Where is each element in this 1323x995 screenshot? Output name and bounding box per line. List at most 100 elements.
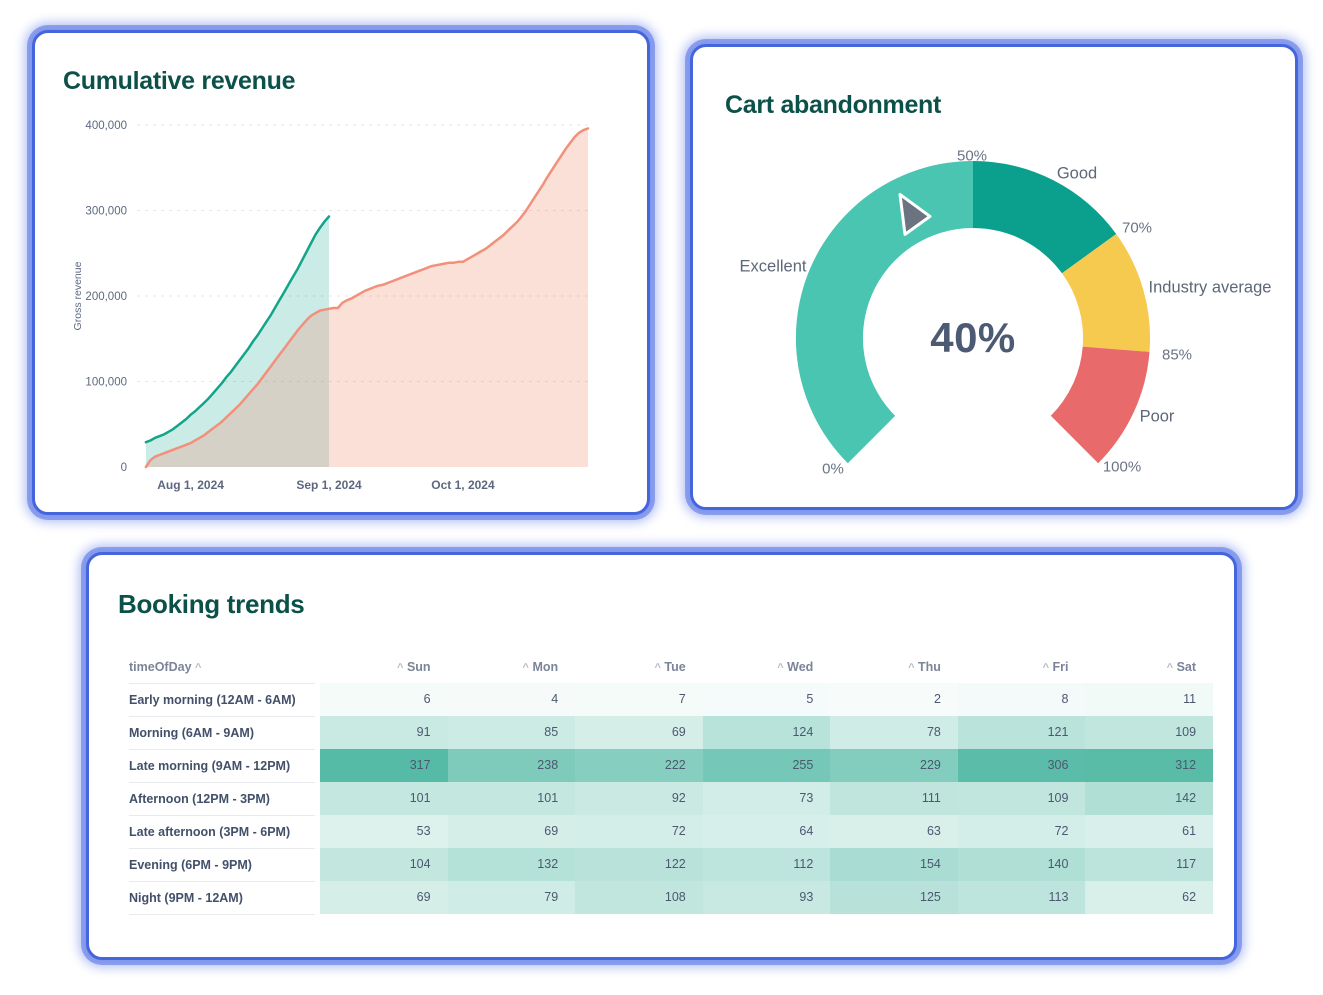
heatmap-cell-tue-r1: 69 (575, 716, 703, 749)
row-label: Late morning (9AM - 12PM) (129, 750, 315, 783)
x-axis-tick: Sep 1, 2024 (296, 478, 362, 492)
y-axis-tick: 100,000 (85, 377, 127, 389)
booking-trends-card: Booking trends timeOfDay ^ ^ Sun ^ Mon ^ T… (86, 552, 1237, 960)
cart-abandonment-gauge (795, 161, 1151, 464)
column-header-fri[interactable]: ^ Fri (958, 651, 1086, 683)
heatmap-cell-thu-r3: 111 (830, 782, 958, 815)
heatmap-cell-tue-r3: 92 (575, 782, 703, 815)
row-label: Afternoon (12PM - 3PM) (129, 783, 315, 816)
gauge-tick-label: 85% (1161, 346, 1193, 364)
x-axis-tick: Oct 1, 2024 (431, 478, 495, 492)
heatmap-cell-sat-r2: 312 (1085, 749, 1214, 782)
sort-caret-icon: ^ (654, 662, 661, 674)
y-axis-tick: 300,000 (85, 206, 127, 218)
column-header-mon[interactable]: ^ Mon (448, 651, 576, 683)
row-label: Night (9PM - 12AM) (129, 882, 315, 915)
heatmap-cell-wed-r5: 112 (702, 848, 831, 881)
heatmap-cell-sun-r5: 104 (320, 848, 448, 881)
heatmap-cell-wed-r0: 5 (702, 683, 831, 716)
gauge-segment-label: Industry average (1148, 278, 1272, 297)
column-header-sun[interactable]: ^ Sun (320, 651, 448, 683)
column-header-sat[interactable]: ^ Sat (1085, 651, 1213, 683)
column-header-label: Mon (528, 660, 559, 674)
cart-abandonment-card-title: Cart abandonment (725, 91, 942, 119)
heatmap-cell-thu-r1: 78 (830, 716, 958, 749)
column-header-label: Fri (1049, 660, 1069, 674)
heatmap-cell-sat-r5: 117 (1085, 848, 1214, 881)
heatmap-cell-sat-r6: 62 (1085, 881, 1214, 914)
previous-period-line (144, 215, 331, 444)
heatmap-cell-thu-r5: 154 (830, 848, 958, 881)
heatmap-cell-thu-r0: 2 (830, 683, 958, 716)
heatmap-cell-sun-r0: 6 (320, 683, 448, 716)
revenue-card-title: Cumulative revenue (63, 67, 296, 95)
gauge-tick-label: 70% (1121, 219, 1153, 237)
column-header-thu[interactable]: ^ Thu (830, 651, 958, 683)
heatmap-cell-fri-r6: 113 (957, 881, 1086, 914)
heatmap-cell-sun-r4: 53 (320, 815, 448, 848)
column-header-label: Sun (403, 660, 431, 674)
heatmap-row: 6 4 7 5 2 8 11 (320, 683, 1214, 716)
column-header-wed[interactable]: ^ Wed (703, 651, 831, 683)
heatmap-cell-wed-r2: 255 (702, 749, 831, 782)
heatmap-cell-sat-r0: 11 (1085, 683, 1214, 716)
y-axis-tick: 200,000 (85, 291, 127, 303)
gauge-segment-poor (1050, 346, 1150, 464)
heatmap-cell-mon-r5: 132 (447, 848, 576, 881)
sort-caret-icon: ^ (522, 662, 529, 674)
heatmap-cell-fri-r3: 109 (957, 782, 1086, 815)
heatmap-cell-sat-r4: 61 (1085, 815, 1214, 848)
booking-trends-card-title: Booking trends (118, 589, 305, 619)
heatmap-cell-fri-r2: 306 (957, 749, 1086, 782)
column-header-label: Thu (914, 660, 941, 674)
heatmap-cell-tue-r2: 222 (575, 749, 703, 782)
heatmap-cell-sun-r1: 91 (320, 716, 448, 749)
heatmap-cell-mon-r2: 238 (447, 749, 576, 782)
gauge-value: 40% (930, 314, 1016, 361)
heatmap-row: 91 85 69 124 78 121 109 (320, 716, 1214, 749)
heatmap-cell-thu-r4: 63 (830, 815, 958, 848)
heatmap-cell-tue-r4: 72 (575, 815, 703, 848)
y-axis-label: Gross revenue (72, 261, 84, 330)
previous-period-area (145, 216, 329, 467)
column-header-label: Tue (660, 660, 686, 674)
sort-caret-icon: ^ (908, 662, 915, 674)
heatmap-cell-sun-r2: 317 (320, 749, 448, 782)
row-label: Morning (6AM - 9AM) (129, 717, 315, 750)
sort-caret-icon: ^ (195, 662, 202, 674)
heatmap-cell-sun-r3: 101 (320, 782, 448, 815)
heatmap-cell-fri-r5: 140 (957, 848, 1086, 881)
gauge-tick-label: 0% (822, 460, 844, 478)
heatmap-cell-mon-r3: 101 (447, 782, 576, 815)
heatmap-row: 317 238 222 255 229 306 312 (320, 749, 1214, 782)
sort-caret-icon: ^ (1042, 662, 1050, 674)
heatmap-cell-fri-r4: 72 (957, 815, 1086, 848)
x-axis-tick: Aug 1, 2024 (157, 478, 224, 492)
heatmap-row: 53 69 72 64 63 72 61 (320, 815, 1214, 848)
heatmap-cell-wed-r6: 93 (702, 881, 831, 914)
heatmap-cell-tue-r6: 108 (575, 881, 703, 914)
gauge-segment-label: Poor (1139, 407, 1175, 426)
gauge-tick-label: 100% (1102, 458, 1142, 476)
heatmap-cell-mon-r0: 4 (447, 683, 576, 716)
heatmap-cell-mon-r6: 79 (447, 881, 576, 914)
day-column-headers: ^ Sun ^ Mon ^ Tue ^ Wed ^ Thu ^ Fri ^ Sat (320, 651, 1213, 683)
time-of-day-row-labels: Early morning (12AM - 6AM) Morning (6AM -… (129, 683, 315, 915)
gauge-tick-label: 50% (956, 147, 988, 165)
heatmap-row: 101 101 92 73 111 109 142 (320, 782, 1214, 815)
heatmap-cell-wed-r3: 73 (702, 782, 831, 815)
row-label: Evening (6PM - 9PM) (129, 849, 315, 882)
y-axis-tick: 400,000 (85, 120, 127, 132)
row-label: Early morning (12AM - 6AM) (129, 684, 315, 717)
column-header-timeofday[interactable]: timeOfDay ^ (129, 651, 201, 683)
current-period-area (145, 128, 588, 467)
heatmap-cell-fri-r1: 121 (957, 716, 1086, 749)
column-header-tue[interactable]: ^ Tue (575, 651, 703, 683)
revenue-area-chart: 0 100,000 200,000 300,000 400,000 Gross reven… (72, 120, 590, 492)
gauge-needle-icon (898, 192, 932, 236)
column-header-label: Sat (1173, 660, 1197, 674)
heatmap-cell-wed-r1: 124 (702, 716, 831, 749)
revenue-card: Cumulative revenue 0 100,000 200,000 300,00… (32, 30, 650, 515)
heatmap-cell-thu-r6: 125 (830, 881, 958, 914)
